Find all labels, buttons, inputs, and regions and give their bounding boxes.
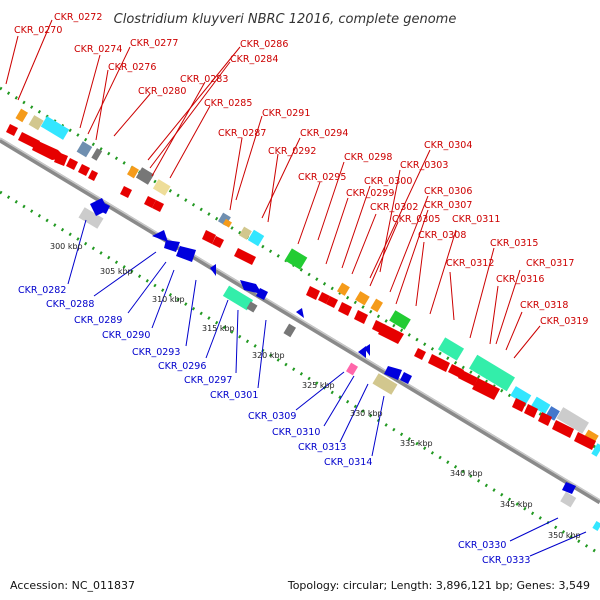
bottom-gene-labels: CKR_0282 CKR_0288 CKR_0289 CKR_0290 CKR_… bbox=[18, 285, 530, 566]
gene-label: CKR_0301 bbox=[210, 390, 258, 401]
scale-tick-label: 315 kbp bbox=[202, 324, 235, 333]
gene-label: CKR_0297 bbox=[184, 375, 232, 386]
outer-feature-blocks bbox=[15, 108, 600, 457]
scale-tick-label: 340 kbp bbox=[450, 469, 483, 478]
gene-label: CKR_0287 bbox=[218, 128, 266, 139]
scale-ticks: 300 kbp 305 kbp 310 kbp 315 kbp 320 kbp … bbox=[50, 242, 581, 540]
gene-label: CKR_0282 bbox=[18, 285, 66, 296]
gene-label: CKR_0314 bbox=[324, 457, 372, 468]
gene-label: CKR_0302 bbox=[370, 202, 418, 213]
bottom-leader-lines bbox=[67, 219, 587, 557]
gene-label: CKR_0280 bbox=[138, 86, 186, 97]
gene-label: CKR_0309 bbox=[248, 411, 296, 422]
gene-label: CKR_0290 bbox=[102, 330, 150, 341]
gene-label: CKR_0311 bbox=[452, 214, 500, 225]
gene-label: CKR_0304 bbox=[424, 140, 472, 151]
gene-label: CKR_0294 bbox=[300, 128, 348, 139]
gene-label: CKR_0288 bbox=[46, 299, 94, 310]
forward-genes bbox=[6, 124, 596, 450]
gene-label: CKR_0306 bbox=[424, 186, 472, 197]
gene-label: CKR_0298 bbox=[344, 152, 392, 163]
gene-label: CKR_0270 bbox=[14, 25, 62, 36]
gene-label: CKR_0315 bbox=[490, 238, 538, 249]
genome-backbone-highlight bbox=[0, 137, 600, 501]
gene-label: CKR_0277 bbox=[130, 38, 178, 49]
gene-label: CKR_0291 bbox=[262, 108, 310, 119]
gene-label: CKR_0293 bbox=[132, 347, 180, 358]
gene-label: CKR_0296 bbox=[158, 361, 206, 372]
scale-tick-label: 335 kbp bbox=[400, 439, 433, 448]
gene-label: CKR_0292 bbox=[268, 146, 316, 157]
scale-tick-label: 330 kbp bbox=[350, 409, 383, 418]
scale-tick-label: 305 kbp bbox=[100, 267, 133, 276]
gene-label: CKR_0274 bbox=[74, 44, 122, 55]
gene-label: CKR_0284 bbox=[230, 54, 278, 65]
gene-label: CKR_0318 bbox=[520, 300, 568, 311]
gene-label: CKR_0283 bbox=[180, 74, 228, 85]
gene-label: CKR_0285 bbox=[204, 98, 252, 109]
gene-label: CKR_0276 bbox=[108, 62, 156, 73]
gene-label: CKR_0289 bbox=[74, 315, 122, 326]
gene-label: CKR_0303 bbox=[400, 160, 448, 171]
inner-feature-blocks bbox=[78, 207, 600, 531]
accession-text: Accession: NC_011837 bbox=[10, 579, 136, 592]
top-gene-labels: CKR_0272 CKR_0270 CKR_0274 CKR_0277 CKR_… bbox=[14, 12, 588, 327]
reverse-genes bbox=[90, 198, 576, 494]
gene-label: CKR_0317 bbox=[526, 258, 574, 269]
scale-tick-label: 300 kbp bbox=[50, 242, 83, 251]
gene-label: CKR_0307 bbox=[424, 200, 472, 211]
gene-label: CKR_0330 bbox=[458, 540, 506, 551]
gene-label: CKR_0286 bbox=[240, 39, 288, 50]
gene-label: CKR_0313 bbox=[298, 442, 346, 453]
gene-label: CKR_0295 bbox=[298, 172, 346, 183]
gene-label: CKR_0333 bbox=[482, 555, 530, 566]
top-leader-lines bbox=[5, 19, 541, 359]
gene-label: CKR_0308 bbox=[418, 230, 466, 241]
scale-tick-label: 320 kbp bbox=[252, 351, 285, 360]
gene-label: CKR_0272 bbox=[54, 12, 102, 23]
gene-label: CKR_0312 bbox=[446, 258, 494, 269]
scale-tick-label: 325 kbp bbox=[302, 381, 335, 390]
map-title: Clostridium kluyveri NBRC 12016, complet… bbox=[114, 12, 457, 27]
genome-info-text: Topology: circular; Length: 3,896,121 bp… bbox=[287, 579, 590, 592]
gene-label: CKR_0316 bbox=[496, 274, 544, 285]
scale-tick-label: 350 kbp bbox=[548, 531, 581, 540]
scale-tick-label: 345 kbp bbox=[500, 500, 533, 509]
gene-label: CKR_0310 bbox=[272, 427, 320, 438]
gene-label: CKR_0305 bbox=[392, 214, 440, 225]
scale-tick-label: 310 kbp bbox=[152, 295, 185, 304]
gene-label: CKR_0299 bbox=[346, 188, 394, 199]
gene-label: CKR_0300 bbox=[364, 176, 412, 187]
gene-label: CKR_0319 bbox=[540, 316, 588, 327]
